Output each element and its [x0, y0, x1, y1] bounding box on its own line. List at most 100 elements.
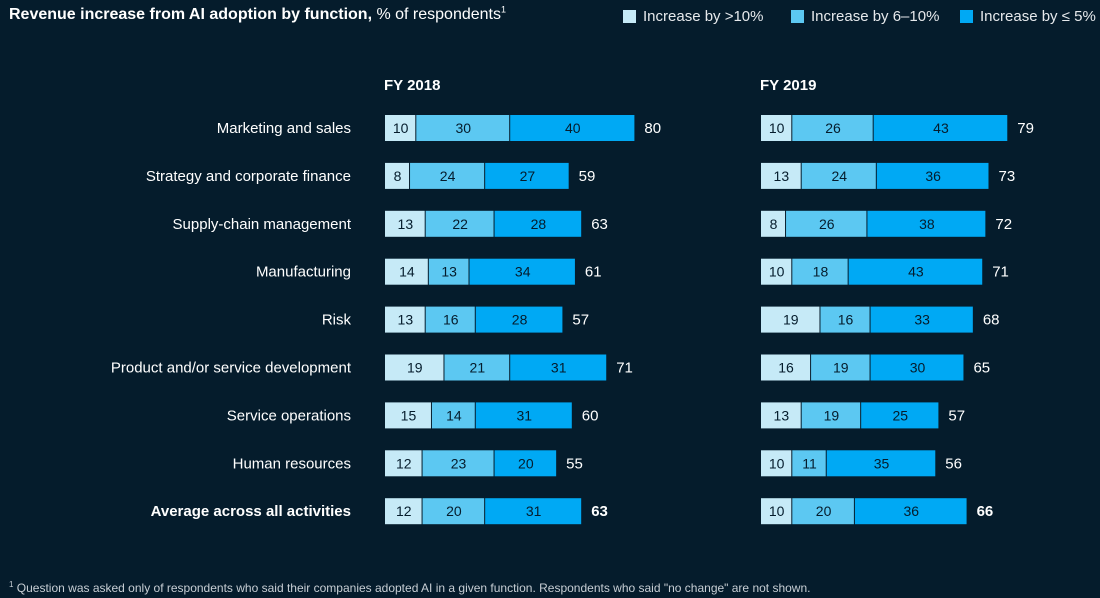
bar-total-label: 57 — [948, 407, 965, 424]
bar-total-label: 71 — [992, 264, 1009, 281]
bar-segment — [422, 450, 494, 477]
footnote-text: Question was asked only of respondents w… — [13, 581, 811, 595]
bar-value-label: 40 — [565, 120, 581, 136]
bar-value-label: 14 — [446, 407, 462, 423]
bar-segment — [444, 354, 510, 381]
chart-title-footnote-marker: 1 — [500, 4, 506, 15]
legend-item-over-10: Increase by >10% — [623, 8, 764, 25]
bar-value-label: 36 — [903, 503, 919, 519]
bar-segment — [761, 306, 820, 333]
bar-value-label: 13 — [398, 312, 414, 328]
bar-total-label: 80 — [644, 120, 661, 137]
bar-value-label: 31 — [516, 407, 532, 423]
bar-value-label: 25 — [892, 407, 908, 423]
bar-total-label: 57 — [572, 312, 589, 329]
bar-segment — [431, 402, 475, 429]
legend-swatch-over-10 — [623, 10, 636, 23]
chart-title-unit: % of respondents — [372, 6, 501, 23]
bar-total-label: 65 — [973, 360, 990, 377]
bar-value-label: 23 — [451, 455, 467, 471]
bar-segment — [761, 498, 792, 525]
category-label: Risk — [322, 312, 352, 329]
chart-title: Revenue increase from AI adoption by fun… — [9, 4, 506, 24]
bar-segment — [792, 258, 848, 285]
bar-value-label: 20 — [518, 455, 534, 471]
bar-value-label: 13 — [774, 407, 790, 423]
bar-value-label: 27 — [520, 168, 536, 184]
bar-value-label: 19 — [783, 312, 799, 328]
bar-segment — [870, 354, 964, 381]
bar-value-label: 16 — [443, 312, 459, 328]
bar-value-label: 28 — [531, 216, 547, 232]
bar-segment — [385, 258, 428, 285]
bar-segment — [385, 354, 444, 381]
bar-segment — [410, 162, 485, 189]
bar-segment — [873, 115, 1008, 141]
bar-value-label: 24 — [831, 168, 847, 184]
bar-segment — [485, 162, 569, 189]
bar-segment — [416, 115, 510, 141]
bar-segment — [854, 498, 967, 525]
bar-value-label: 14 — [399, 264, 415, 280]
bar-segment — [761, 162, 801, 189]
bar-total-label: 56 — [945, 455, 962, 472]
bar-value-label: 24 — [440, 168, 456, 184]
bar-total-label: 68 — [983, 312, 1000, 329]
legend-label-6-10: Increase by 6–10% — [811, 8, 940, 25]
legend-swatch-6-10 — [791, 10, 804, 23]
bar-total-label: 63 — [591, 503, 608, 520]
bar-value-label: 21 — [470, 360, 486, 376]
bar-value-label: 8 — [394, 168, 402, 184]
bar-value-label: 10 — [769, 503, 785, 519]
bar-value-label: 13 — [441, 264, 457, 280]
bar-value-label: 33 — [914, 312, 930, 328]
bar-segment — [820, 306, 870, 333]
bar-value-label: 10 — [769, 264, 785, 280]
bar-total-label: 55 — [566, 455, 583, 472]
bar-value-label: 10 — [393, 120, 409, 136]
bar-segment — [761, 115, 792, 141]
bar-total-label: 59 — [579, 168, 596, 185]
bar-segment — [425, 210, 494, 237]
bar-total-label: 60 — [582, 407, 599, 424]
legend-item-6-10: Increase by 6–10% — [791, 8, 939, 25]
chart-title-bold: Revenue increase from AI adoption by fun… — [9, 6, 373, 23]
bar-segment — [385, 450, 422, 477]
bar-value-label: 26 — [825, 120, 841, 136]
bar-segment — [475, 306, 563, 333]
bar-value-label: 28 — [512, 312, 528, 328]
bar-value-label: 36 — [925, 168, 941, 184]
bar-total-label: 71 — [616, 360, 633, 377]
bar-value-label: 20 — [816, 503, 832, 519]
bar-segment — [792, 115, 873, 141]
category-label: Strategy and corporate finance — [146, 168, 351, 185]
bar-value-label: 11 — [802, 455, 817, 471]
bar-segment — [494, 450, 557, 477]
bar-value-label: 22 — [452, 216, 468, 232]
bar-segment — [385, 402, 431, 429]
bar-segment — [385, 162, 410, 189]
bar-value-label: 18 — [813, 264, 829, 280]
panel-title: FY 2019 — [760, 77, 816, 94]
bar-value-label: 43 — [908, 264, 924, 280]
bar-value-label: 26 — [819, 216, 835, 232]
category-label: Supply-chain management — [173, 216, 352, 233]
footnote-marker: 1 — [9, 580, 14, 589]
bar-value-label: 35 — [874, 455, 890, 471]
category-label: Human resources — [233, 455, 351, 472]
bar-value-label: 38 — [919, 216, 935, 232]
bar-value-label: 43 — [933, 120, 949, 136]
legend-item-under-5: Increase by ≤ 5% — [960, 8, 1096, 25]
category-label: Average across all activities — [151, 503, 351, 520]
bar-total-label: 79 — [1017, 120, 1034, 137]
bar-value-label: 12 — [396, 503, 412, 519]
bar-segment — [786, 210, 867, 237]
category-label: Manufacturing — [256, 264, 351, 281]
bar-segment — [867, 210, 986, 237]
bar-segment — [761, 258, 792, 285]
bar-segment — [811, 354, 870, 381]
bar-value-label: 19 — [833, 360, 849, 376]
legend-label-over-10: Increase by >10% — [643, 8, 764, 25]
bar-segment — [870, 306, 973, 333]
